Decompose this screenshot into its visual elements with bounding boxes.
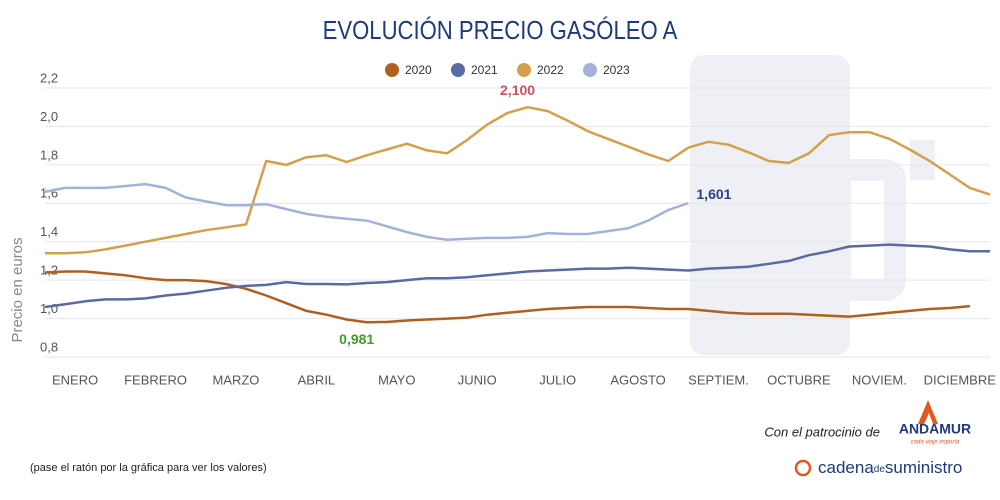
brand: cadenadesuministro	[818, 458, 962, 477]
x-tick-label: SEPTIEM.	[688, 372, 749, 387]
x-tick-label: FEBRERO	[124, 372, 187, 387]
data-label: 0,981	[339, 331, 374, 347]
brand-part: suministro	[885, 458, 962, 477]
x-tick-label: MAYO	[378, 372, 415, 387]
sponsor-text: Con el patrocinio de	[764, 424, 880, 439]
note: (pase el ratón por la gráfica para ver l…	[30, 462, 267, 474]
y-tick-label: 2,0	[40, 109, 58, 124]
sponsor-tagline: cada viaje importa	[911, 440, 960, 446]
x-tick-label: MARZO	[212, 372, 259, 387]
y-tick-label: 2,2	[40, 70, 58, 85]
series-line	[44, 243, 990, 309]
y-tick-label: 1,4	[40, 224, 58, 239]
x-tick-label: ENERO	[52, 372, 98, 387]
series-line	[44, 270, 971, 324]
x-tick-label: JUNIO	[458, 372, 497, 387]
series-line	[44, 182, 689, 242]
legend-label: 2023	[603, 63, 630, 77]
legend-label: 2022	[537, 63, 564, 77]
legend-label: 2021	[471, 63, 498, 77]
x-tick-label: ABRIL	[298, 372, 336, 387]
x-tick-label: NOVIEM.	[852, 372, 907, 387]
legend-marker	[451, 63, 465, 77]
y-tick-label: 1,6	[40, 186, 58, 201]
brand-part: cadena	[818, 458, 874, 477]
data-label: 2,100	[500, 82, 535, 98]
brand-part: de	[874, 464, 886, 475]
y-tick-label: 1,0	[40, 301, 58, 316]
x-tick-label: DICIEMBRE	[924, 372, 997, 387]
sponsor-logo	[918, 400, 938, 424]
legend-label: 2020	[405, 63, 432, 77]
x-tick-label: AGOSTO	[610, 372, 665, 387]
x-tick-label: OCTUBRE	[767, 372, 831, 387]
y-tick-label: 0,8	[40, 339, 58, 354]
sponsor-name: ANDAMUR	[899, 421, 971, 437]
legend-marker	[385, 63, 399, 77]
y-tick-label: 1,2	[40, 263, 58, 278]
pump-watermark	[690, 55, 935, 355]
y-axis-label: Precio en euros	[9, 237, 26, 342]
chart-title: EVOLUCIÓN PRECIO GASÓLEO A	[323, 16, 678, 45]
data-label: 1,601	[696, 186, 731, 202]
brand-logo	[794, 459, 812, 477]
legend-marker	[583, 63, 597, 77]
x-tick-label: JULIO	[539, 372, 576, 387]
legend-marker	[517, 63, 531, 77]
series-line	[45, 105, 991, 255]
y-tick-label: 1,8	[40, 147, 58, 162]
